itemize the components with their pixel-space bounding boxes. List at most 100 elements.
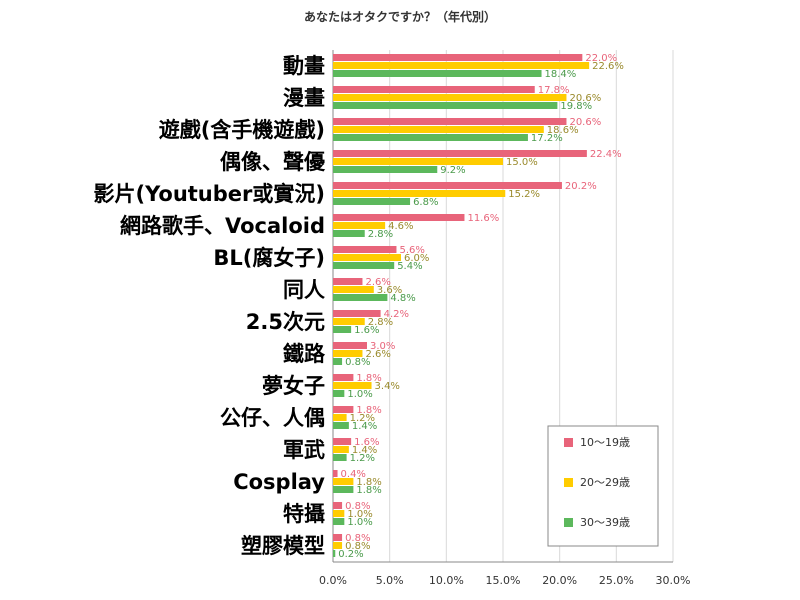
data-label: 15.0%: [506, 157, 538, 168]
bar: [333, 214, 465, 221]
data-label: 2.6%: [365, 349, 390, 360]
x-tick-label: 0.0%: [319, 574, 347, 587]
category-label: 動畫: [283, 54, 325, 78]
data-label: 18.6%: [547, 125, 579, 136]
data-label: 17.2%: [531, 133, 563, 144]
bar: [333, 70, 542, 77]
data-label: 6.8%: [413, 197, 438, 208]
bar: [333, 454, 347, 461]
data-label: 4.6%: [388, 221, 413, 232]
bar: [333, 254, 401, 261]
data-label: 1.2%: [350, 413, 375, 424]
data-label: 0.8%: [345, 357, 370, 368]
data-label: 4.2%: [384, 309, 409, 320]
bar: [333, 502, 343, 509]
data-label: 0.8%: [345, 541, 370, 552]
data-label: 1.0%: [347, 517, 372, 528]
data-label: 20.6%: [569, 93, 601, 104]
data-label: 1.2%: [350, 453, 375, 464]
bar: [333, 134, 528, 141]
data-label: 20.6%: [569, 117, 601, 128]
chart-title: あなたはオタクですか？（年代別）: [303, 10, 496, 24]
bar: [333, 510, 345, 517]
bar: [333, 358, 343, 365]
bar: [333, 310, 381, 317]
bar: [333, 278, 363, 285]
category-label: 公仔、人偶: [220, 406, 325, 430]
data-label: 11.6%: [467, 213, 499, 224]
category-label: Cosplay: [233, 470, 325, 494]
data-label: 1.8%: [356, 373, 381, 384]
bar: [333, 350, 363, 357]
data-label: 0.4%: [341, 469, 366, 480]
bar: [333, 198, 411, 205]
bar: [333, 230, 365, 237]
legend-label: 30〜39歳: [580, 516, 630, 529]
x-tick-label: 25.0%: [599, 574, 634, 587]
bar: [333, 158, 503, 165]
x-tick-label: 30.0%: [656, 574, 691, 587]
data-label: 1.0%: [347, 389, 372, 400]
bar: [333, 518, 345, 525]
data-label: 19.8%: [560, 101, 592, 112]
bar: [333, 486, 354, 493]
x-tick-label: 20.0%: [542, 574, 577, 587]
category-label: 漫畫: [283, 86, 325, 110]
bar: [333, 406, 354, 413]
bar: [333, 478, 354, 485]
data-label: 1.8%: [356, 405, 381, 416]
data-label: 17.8%: [538, 85, 570, 96]
bar: [333, 182, 562, 189]
bar: [333, 86, 535, 93]
data-label: 0.8%: [345, 533, 370, 544]
category-label: 2.5次元: [246, 310, 325, 334]
data-label: 3.0%: [370, 341, 395, 352]
data-label: 1.4%: [352, 445, 377, 456]
bar: [333, 54, 583, 61]
data-label: 1.8%: [356, 485, 381, 496]
bar: [333, 94, 567, 101]
legend-swatch: [564, 518, 573, 527]
x-tick-label: 5.0%: [376, 574, 404, 587]
data-label: 6.0%: [404, 253, 429, 264]
data-label: 1.6%: [354, 325, 379, 336]
bar: [333, 470, 338, 477]
category-label: 軍武: [283, 438, 325, 462]
data-label: 1.8%: [356, 477, 381, 488]
category-label: 鐵路: [283, 342, 326, 366]
x-tick-label: 15.0%: [486, 574, 521, 587]
bar: [333, 438, 352, 445]
data-label: 0.8%: [345, 501, 370, 512]
bar: [333, 342, 367, 349]
bar: [333, 126, 544, 133]
data-label: 15.2%: [508, 189, 540, 200]
bar: [333, 422, 349, 429]
bar: [333, 294, 388, 301]
data-label: 1.0%: [347, 509, 372, 520]
data-label: 5.4%: [397, 261, 422, 272]
bar: [333, 542, 343, 549]
category-label: BL(腐女子): [213, 246, 325, 270]
legend-label: 10〜19歳: [580, 436, 630, 449]
bar: [333, 286, 374, 293]
bar: [333, 550, 336, 557]
data-label: 0.2%: [338, 549, 363, 560]
category-label: 偶像、聲優: [220, 150, 326, 174]
bar: [333, 414, 347, 421]
legend-label: 20〜29歳: [580, 476, 630, 489]
bar: [333, 222, 386, 229]
category-label: 特攝: [283, 502, 325, 526]
data-label: 1.6%: [354, 437, 379, 448]
bar: [333, 390, 345, 397]
category-label: 塑膠模型: [241, 534, 325, 558]
bar: [333, 326, 352, 333]
bar: [333, 62, 590, 69]
bar: [333, 166, 438, 173]
bar: [333, 446, 349, 453]
data-label: 22.6%: [592, 61, 624, 72]
data-label: 5.6%: [399, 245, 424, 256]
x-tick-label: 10.0%: [429, 574, 464, 587]
bar: [333, 374, 354, 381]
data-label: 2.6%: [365, 277, 390, 288]
